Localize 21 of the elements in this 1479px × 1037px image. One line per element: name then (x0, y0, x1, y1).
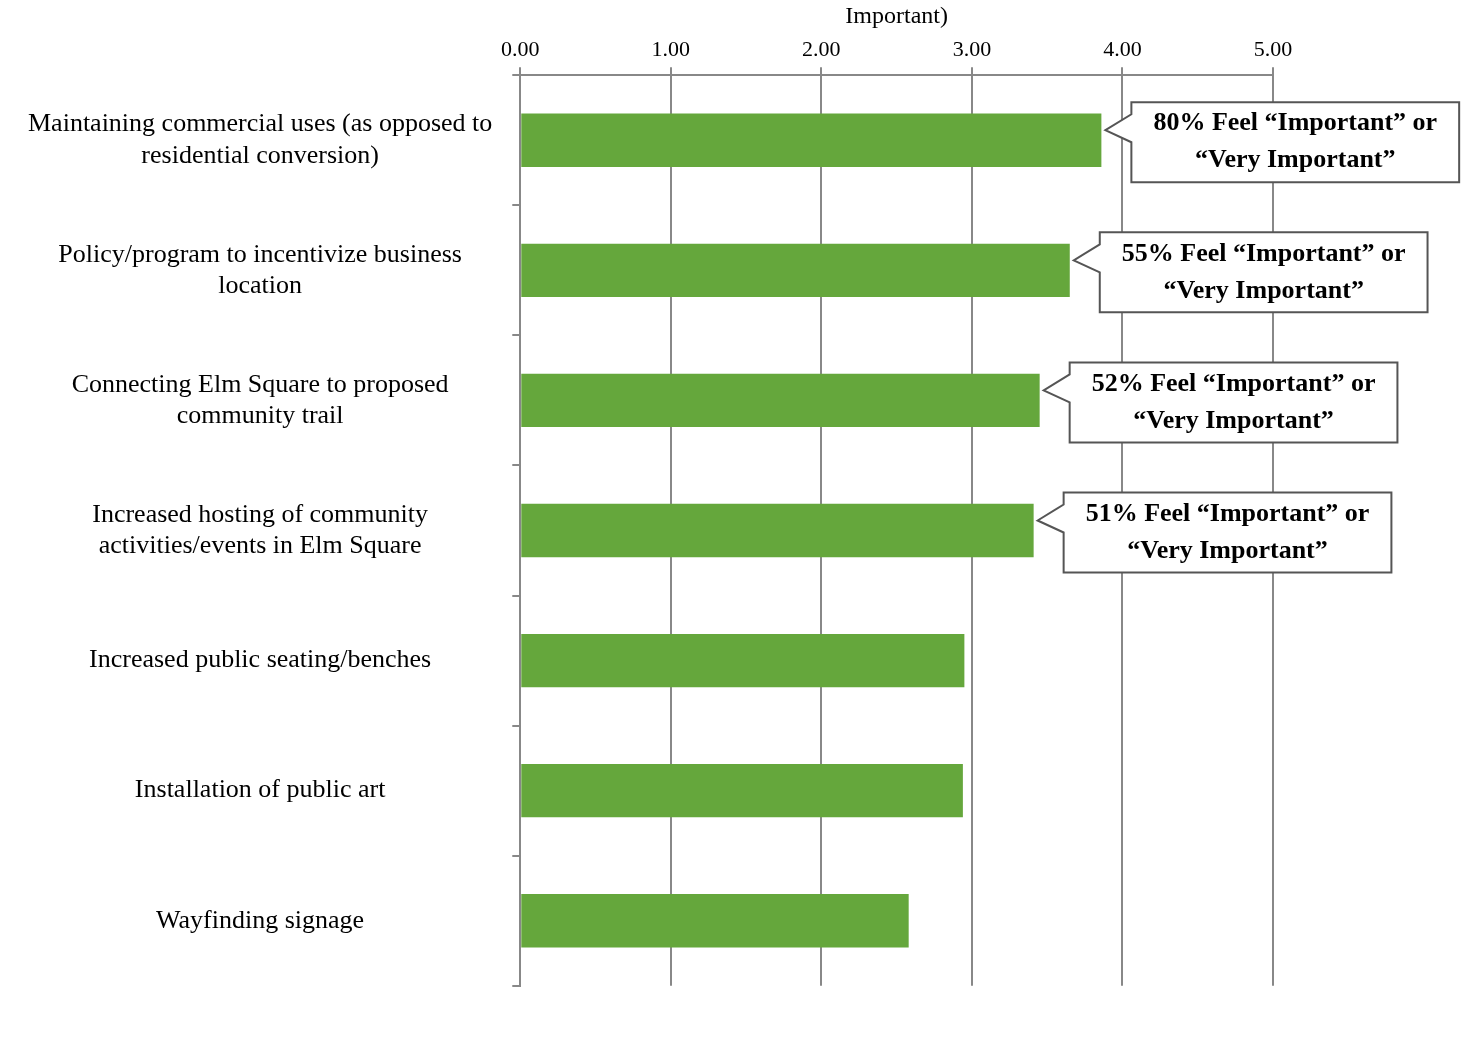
annotation: 52% Feel “Important” or “Very Important” (1091, 367, 1376, 434)
y-tick-label: Wayfinding signage (156, 904, 365, 934)
y-tick-label: Installation of public art (134, 774, 387, 804)
y-tick-label: Increased hosting of community activities/events in Elm Square (92, 498, 429, 559)
bar (521, 894, 909, 948)
bar (521, 633, 965, 688)
annotation: 80% Feel “Important” or “Very Important” (1153, 107, 1438, 174)
y-tick-label: Maintaining commercial uses (as opposed to residential conversion) (28, 108, 493, 169)
y-tick-label: Policy/program to incentivize business location (58, 238, 462, 299)
x-tick-label: 0.00 (501, 35, 540, 61)
annotation: 55% Feel “Important” or “Very Important” (1121, 237, 1406, 304)
x-tick-label: 1.00 (651, 35, 691, 61)
x-axis-title: Important) (845, 1, 948, 28)
x-tick-label: 4.00 (1103, 35, 1142, 61)
y-tick-label: Connecting Elm Square to proposed community trail (71, 368, 449, 429)
bar (521, 764, 963, 818)
annotation: 51% Feel “Important” or “Very Important” (1085, 497, 1370, 564)
x-tick-label: 2.00 (802, 35, 841, 61)
y-tick-label: Increased public seating/benches (89, 644, 432, 674)
x-tick-label: 3.00 (952, 35, 992, 61)
x-tick-label: 5.00 (1253, 35, 1293, 61)
